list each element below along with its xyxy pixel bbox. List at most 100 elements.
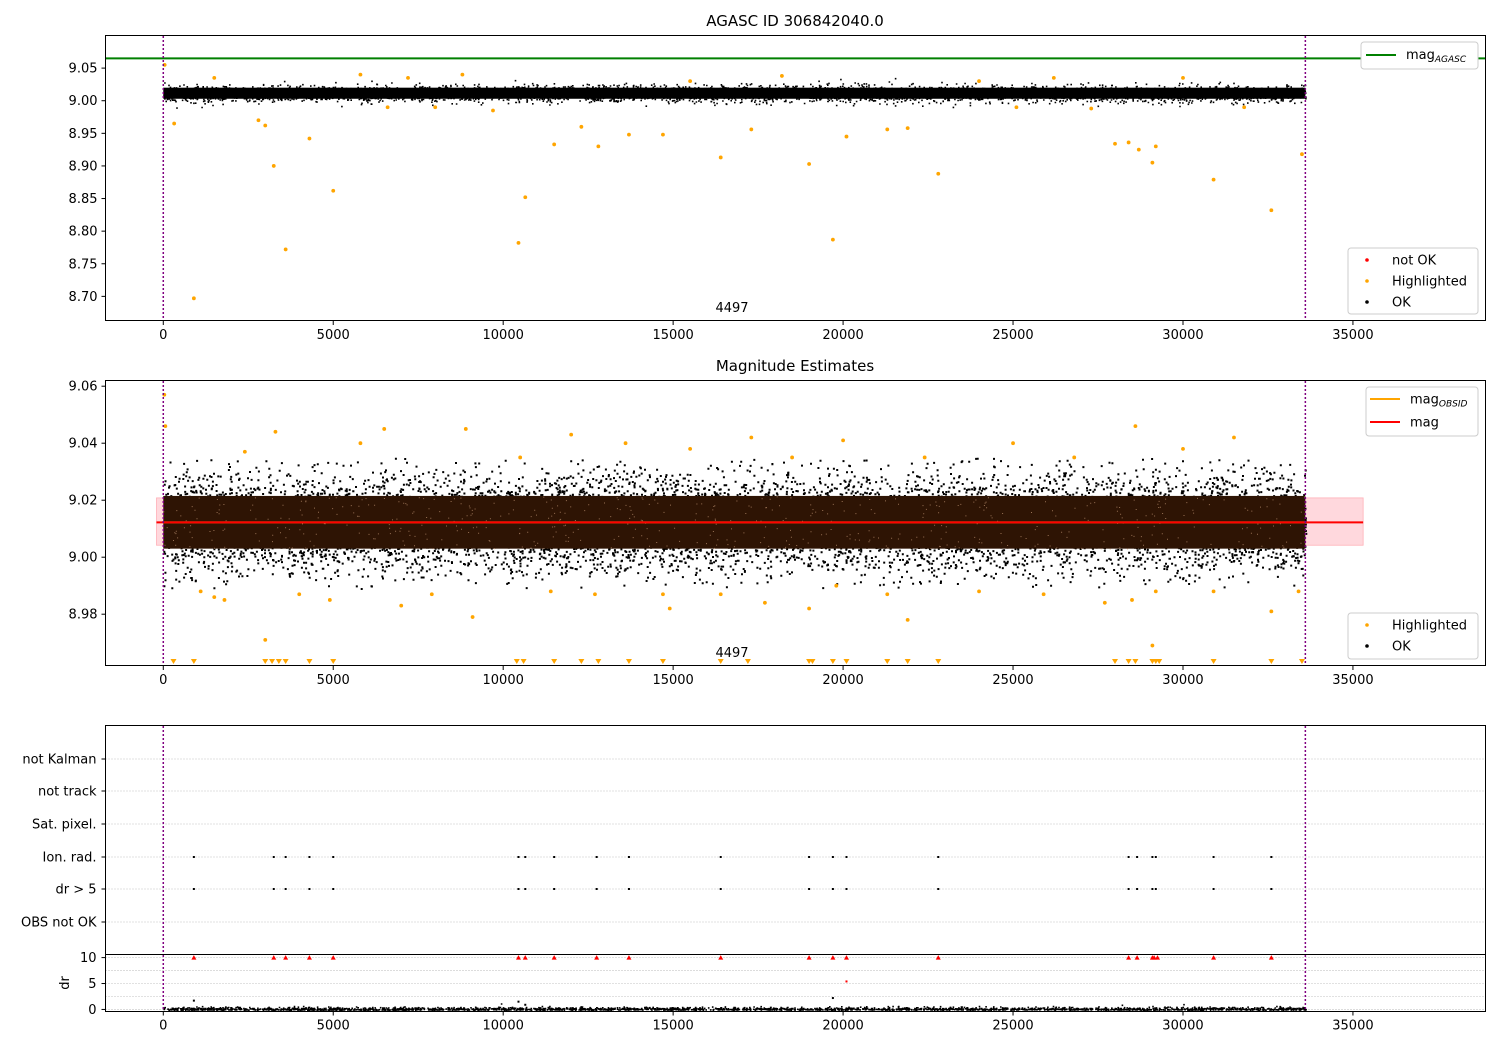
panel1-highlighted-point (688, 79, 693, 84)
panel1-highlighted-point (749, 127, 754, 132)
panel1-xtick-label: 0 (159, 328, 167, 343)
panel1-ytick-label: 8.95 (69, 127, 98, 142)
panel1-legend-marker (1365, 300, 1369, 304)
dr-xtick-label: 0 (159, 1019, 167, 1034)
panel1-ok-points (163, 77, 1307, 109)
panel2-legend-marker (1365, 623, 1369, 627)
panel1-highlighted-point (936, 171, 941, 176)
panel1-frame (105, 35, 1486, 321)
panel2-highlighted-point (688, 447, 693, 451)
panel2-clipped-marker (1268, 659, 1275, 664)
panel2-xtick-label: 35000 (1332, 673, 1373, 688)
panel1-highlighted-point (172, 121, 177, 126)
flag-point (553, 856, 556, 858)
panel2-highlighted-point (263, 637, 268, 642)
panel2-xtick-label: 20000 (822, 673, 863, 688)
flag-point (553, 888, 556, 890)
panel2-highlighted-point (834, 583, 839, 588)
panel2-clipped-marker (843, 659, 850, 664)
panel1-highlighted-point (905, 126, 910, 131)
panel1-highlighted-point (1126, 140, 1131, 145)
flag-point (627, 888, 630, 890)
panel1-legend-agasc-label: magAGASC (1406, 48, 1467, 65)
panel2-legend-line-text: mag (1410, 416, 1439, 431)
flag-point (1212, 888, 1215, 890)
panel1-highlighted-point (1211, 177, 1216, 182)
panel2-highlighted-point (905, 618, 910, 622)
panel1-highlighted-point (1153, 144, 1158, 149)
dr-clipped-marker (330, 955, 336, 960)
panel1-highlighted-point (780, 74, 784, 78)
panel1-highlighted-point (1089, 106, 1094, 111)
panel2-highlighted-point (1130, 598, 1134, 602)
dr-clipped-marker (806, 955, 812, 960)
dr-xtick-label: 25000 (992, 1019, 1033, 1034)
flag-label: dr > 5 (55, 883, 96, 898)
flag-point (524, 856, 527, 858)
dr-clipped-marker (626, 955, 632, 960)
panel2-highlighted-point (358, 441, 363, 446)
panel2-clipped-marker (884, 659, 891, 664)
dr-ytick-label: 0 (88, 1003, 96, 1018)
flag-point (1151, 888, 1154, 890)
panel1-xtick-label: 10000 (483, 328, 524, 343)
flag-point (1270, 888, 1273, 890)
flag-point (831, 856, 834, 858)
panel2-highlighted-point (841, 438, 845, 443)
panel2-highlighted-point (198, 589, 203, 594)
dr-axis-label: dr (58, 976, 73, 990)
dr-xtick-label: 20000 (822, 1019, 863, 1034)
panel1-highlighted-point (1300, 152, 1304, 157)
flag-point (272, 888, 275, 890)
panel1-highlighted-point (1181, 75, 1185, 80)
panel1-highlighted-point (579, 124, 584, 129)
flag-point (719, 888, 722, 890)
panel2-clipped-marker (904, 659, 911, 664)
panel2-highlighted-point (661, 592, 665, 597)
panel1-highlighted-point (718, 155, 723, 160)
panel2-highlighted-point (1153, 589, 1158, 594)
panel1-highlighted-point (885, 127, 890, 132)
dr-clipped-marker (1154, 955, 1160, 960)
panel2-highlighted-point (593, 592, 597, 597)
flag-point (595, 888, 598, 890)
panel2-clipped-marker (1156, 659, 1163, 664)
panel1-highlighted-point (1051, 75, 1056, 80)
dr-clipped-marker (1126, 955, 1132, 960)
dr-clipped-marker (1211, 955, 1217, 960)
panel2-legend-line-label: magOBSID (1410, 393, 1468, 410)
panel2-highlighted-point (807, 606, 811, 611)
panel2-highlighted-point (977, 589, 981, 594)
flag-point (808, 856, 811, 858)
panel1-highlighted-point (256, 118, 261, 123)
panel1-ytick-label: 8.80 (69, 225, 98, 240)
panel2-legend-line-label: mag (1410, 416, 1439, 431)
panel2-highlighted-point (470, 615, 475, 619)
flag-point (1136, 856, 1139, 858)
panel2-highlighted-point (1150, 643, 1155, 648)
panel1-highlighted-point (271, 164, 276, 168)
flag-point (831, 888, 834, 890)
panel2-highlighted-point (518, 455, 523, 460)
flag-point (308, 856, 311, 858)
panel2-clipped-marker (1132, 659, 1139, 664)
panel2-ytick-label: 9.02 (69, 494, 98, 509)
panel1-legend-bottom-box (1347, 247, 1479, 315)
panel2-highlighted-point (1102, 600, 1107, 605)
flag-label: not track (38, 785, 97, 800)
dr-clipped-marker (594, 955, 600, 960)
panel2-highlighted-point (1296, 589, 1301, 594)
panel2-ytick-label: 9.04 (69, 437, 98, 452)
flag-label: Ion. rad. (43, 851, 97, 866)
panel1-highlighted-point (307, 136, 312, 141)
panel2-legend-label: Highlighted (1392, 619, 1467, 634)
dr-ytick-label: 10 (80, 951, 97, 966)
dr-clipped-marker (306, 955, 312, 960)
panel1-xtick-label: 20000 (822, 328, 863, 343)
panel1-highlighted-point (433, 105, 438, 110)
dr-red-point (845, 980, 848, 983)
panel1-highlighted-point (596, 144, 601, 149)
panel2-highlighted-point (1181, 447, 1185, 451)
